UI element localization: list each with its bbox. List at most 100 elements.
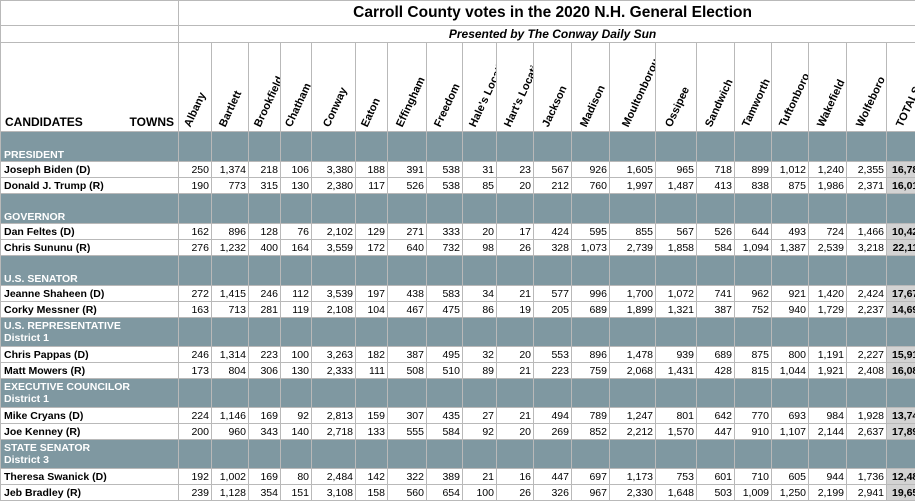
town-vote-cell: 354	[249, 485, 281, 501]
town-vote-cell: 640	[388, 240, 427, 256]
town-vote-cell: 1,128	[212, 485, 249, 501]
town-vote-cell: 223	[534, 363, 572, 379]
section-fill-cell	[697, 440, 735, 469]
town-vote-cell: 2,227	[847, 347, 887, 363]
section-fill-cell	[572, 379, 610, 408]
section-fill-cell	[809, 318, 847, 347]
town-vote-cell: 218	[249, 162, 281, 178]
candidate-name: Theresa Swanick (D)	[1, 469, 179, 485]
town-vote-cell: 159	[356, 408, 388, 424]
section-fill-cell	[427, 379, 463, 408]
section-fill-cell	[312, 132, 356, 162]
town-vote-cell: 224	[179, 408, 212, 424]
town-vote-cell: 16	[497, 469, 534, 485]
section-fill-cell	[249, 440, 281, 469]
town-vote-cell: 19	[497, 302, 534, 318]
town-vote-cell: 526	[697, 224, 735, 240]
section-fill-cell	[772, 318, 809, 347]
section-fill-cell	[534, 379, 572, 408]
total-vote-cell: 16,786	[887, 162, 915, 178]
town-vote-cell: 1,009	[735, 485, 772, 501]
town-vote-cell: 389	[427, 469, 463, 485]
section-fill-cell	[281, 440, 312, 469]
towns-label: TOWNS	[130, 115, 174, 129]
town-vote-cell: 2,813	[312, 408, 356, 424]
town-vote-cell: 447	[697, 424, 735, 440]
town-header-label: Tuftonboro	[777, 72, 808, 129]
section-fill-cell	[281, 379, 312, 408]
town-vote-cell: 644	[735, 224, 772, 240]
town-vote-cell: 34	[463, 286, 497, 302]
section-fill-cell	[212, 379, 249, 408]
section-fill-cell	[735, 194, 772, 224]
town-vote-cell: 2,408	[847, 363, 887, 379]
town-vote-cell: 940	[772, 302, 809, 318]
candidates-label: CANDIDATES	[5, 115, 83, 129]
section-fill-cell	[356, 440, 388, 469]
section-fill-cell	[735, 379, 772, 408]
section-fill-cell	[572, 440, 610, 469]
town-vote-cell: 20	[497, 347, 534, 363]
town-vote-cell: 1,700	[610, 286, 656, 302]
town-vote-cell: 689	[572, 302, 610, 318]
town-vote-cell: 1,044	[772, 363, 809, 379]
section-fill-cell	[356, 256, 388, 286]
section-fill-cell	[463, 440, 497, 469]
town-vote-cell: 583	[427, 286, 463, 302]
section-fill-cell	[610, 440, 656, 469]
town-vote-cell: 605	[772, 469, 809, 485]
section-fill-cell	[697, 379, 735, 408]
candidate-name: Corky Messner (R)	[1, 302, 179, 318]
town-vote-cell: 2,102	[312, 224, 356, 240]
town-vote-cell: 307	[388, 408, 427, 424]
section-fill-cell	[212, 132, 249, 162]
town-vote-cell: 689	[697, 347, 735, 363]
section-fill-cell	[463, 132, 497, 162]
town-vote-cell: 921	[772, 286, 809, 302]
section-fill-cell	[179, 256, 212, 286]
town-vote-cell: 162	[179, 224, 212, 240]
section-fill-cell	[356, 318, 388, 347]
section-fill-cell	[887, 440, 915, 469]
town-vote-cell: 804	[212, 363, 249, 379]
town-vote-cell: 2,333	[312, 363, 356, 379]
section-fill-cell	[427, 132, 463, 162]
section-title: STATE SENATOR	[4, 442, 178, 454]
town-vote-cell: 163	[179, 302, 212, 318]
section-fill-cell	[179, 194, 212, 224]
town-vote-cell: 3,263	[312, 347, 356, 363]
section-fill-cell	[179, 379, 212, 408]
town-header-cell: Bartlett	[212, 43, 249, 132]
section-fill-cell	[772, 132, 809, 162]
section-fill-cell	[534, 256, 572, 286]
town-header-cell: Madison	[572, 43, 610, 132]
town-vote-cell: 2,330	[610, 485, 656, 501]
section-district: District 1	[4, 393, 178, 405]
section-fill-cell	[847, 440, 887, 469]
section-fill-cell	[809, 194, 847, 224]
town-vote-cell: 1,415	[212, 286, 249, 302]
total-vote-cell: 22,119	[887, 240, 915, 256]
town-vote-cell: 2,718	[312, 424, 356, 440]
town-header-cell: Brookfield	[249, 43, 281, 132]
section-fill-cell	[212, 194, 249, 224]
town-vote-cell: 1,012	[772, 162, 809, 178]
town-vote-cell: 508	[388, 363, 427, 379]
town-header-label: Wolfeboro	[854, 75, 887, 129]
section-fill-cell	[656, 440, 697, 469]
town-vote-cell: 27	[463, 408, 497, 424]
town-vote-cell: 503	[697, 485, 735, 501]
town-header-cell: Chatham	[281, 43, 312, 132]
town-vote-cell: 2,941	[847, 485, 887, 501]
town-vote-cell: 1,387	[772, 240, 809, 256]
section-fill-cell	[847, 318, 887, 347]
town-header-cell: Conway	[312, 43, 356, 132]
section-fill-cell	[847, 379, 887, 408]
